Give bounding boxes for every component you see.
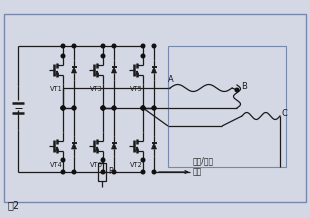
Circle shape	[152, 106, 156, 110]
Text: VT5: VT5	[130, 86, 143, 92]
Circle shape	[112, 44, 116, 48]
Circle shape	[61, 106, 65, 110]
Polygon shape	[112, 143, 117, 149]
Circle shape	[101, 106, 105, 110]
Circle shape	[101, 106, 105, 110]
Circle shape	[141, 54, 145, 58]
Circle shape	[101, 106, 105, 110]
Circle shape	[72, 170, 76, 174]
Polygon shape	[152, 143, 157, 149]
Circle shape	[72, 106, 76, 110]
Circle shape	[141, 106, 145, 110]
Circle shape	[61, 106, 65, 110]
Text: VT3: VT3	[90, 86, 103, 92]
Circle shape	[235, 88, 239, 92]
Circle shape	[152, 170, 156, 174]
Circle shape	[61, 54, 65, 58]
Circle shape	[112, 106, 116, 110]
Polygon shape	[112, 67, 117, 73]
Circle shape	[141, 44, 145, 48]
Circle shape	[61, 106, 65, 110]
Circle shape	[72, 106, 76, 110]
Circle shape	[101, 158, 105, 162]
Text: B: B	[241, 82, 247, 91]
Circle shape	[141, 170, 145, 174]
FancyBboxPatch shape	[4, 14, 306, 202]
Circle shape	[112, 106, 116, 110]
Circle shape	[141, 106, 145, 110]
Circle shape	[61, 44, 65, 48]
Circle shape	[112, 170, 116, 174]
Circle shape	[61, 106, 65, 110]
Circle shape	[72, 44, 76, 48]
Text: VT1: VT1	[50, 86, 63, 92]
Circle shape	[61, 158, 65, 162]
Bar	[168, 46, 286, 167]
Text: VT4: VT4	[50, 162, 63, 168]
Circle shape	[152, 44, 156, 48]
Circle shape	[152, 106, 156, 110]
Text: 图2: 图2	[8, 200, 20, 210]
Text: 限流/过流
检测: 限流/过流 检测	[193, 156, 214, 177]
Circle shape	[101, 170, 105, 174]
Text: C: C	[282, 109, 288, 119]
Polygon shape	[72, 143, 77, 149]
Polygon shape	[152, 67, 157, 73]
Circle shape	[101, 44, 105, 48]
Text: VT6: VT6	[90, 162, 103, 168]
Bar	[98, 163, 106, 181]
Circle shape	[141, 106, 145, 110]
Text: R₁: R₁	[108, 167, 116, 177]
Circle shape	[141, 158, 145, 162]
Circle shape	[101, 106, 105, 110]
Circle shape	[101, 54, 105, 58]
Circle shape	[61, 170, 65, 174]
Text: A: A	[168, 75, 174, 84]
Circle shape	[141, 106, 145, 110]
Text: VT2: VT2	[130, 162, 143, 168]
Polygon shape	[72, 67, 77, 73]
